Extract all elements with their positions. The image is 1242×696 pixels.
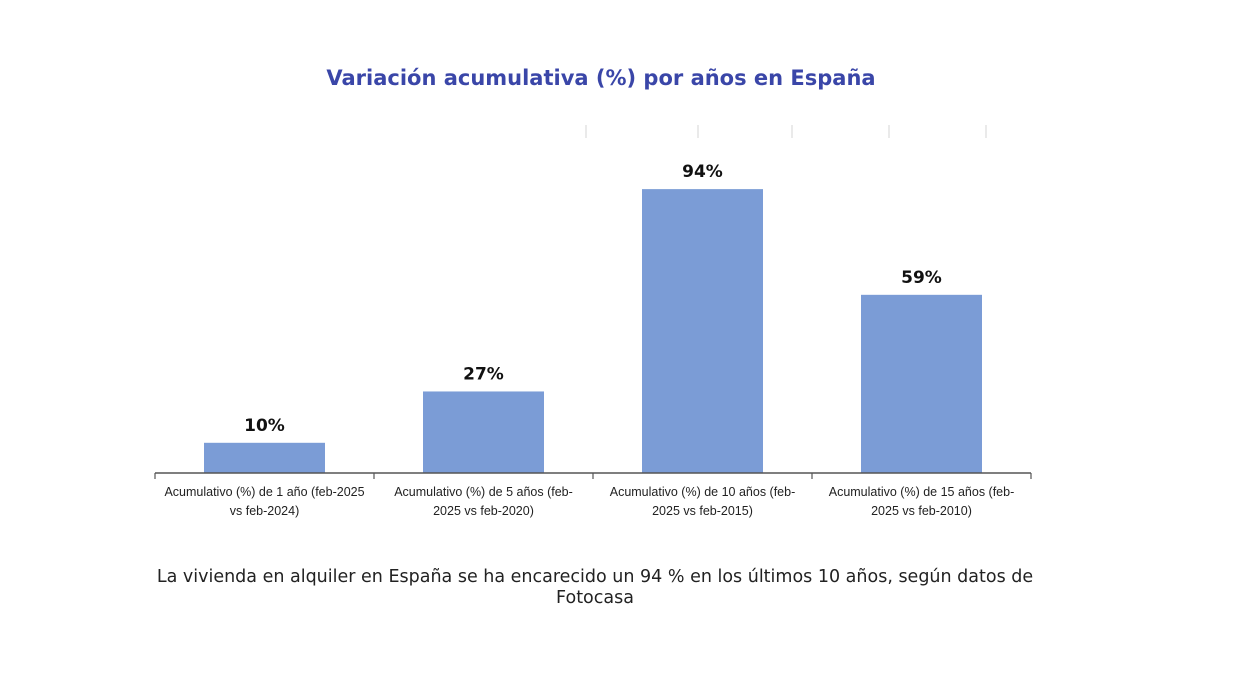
data-label-2: 27% [463, 364, 504, 384]
bar-chart: Variación acumulativa (%) por años en Es… [154, 66, 1032, 518]
bar-1 [204, 442, 325, 473]
x-tick-label-3: Acumulativo (%) de 10 años (feb-2025 vs … [610, 485, 796, 518]
data-label-3: 94% [682, 162, 723, 182]
x-tick-labels-group: Acumulativo (%) de 1 año (feb-2025 vs feb… [164, 485, 1014, 518]
bar-4 [861, 294, 982, 473]
data-label-1: 10% [244, 416, 285, 436]
data-label-4: 59% [901, 268, 942, 288]
top-decorative-ticks [585, 125, 987, 138]
chart-caption: La vivienda en alquiler en España se ha … [156, 567, 1034, 608]
x-tick-label-4: Acumulativo (%) de 15 años (feb-2025 vs … [829, 485, 1015, 518]
chart-title: Variación acumulativa (%) por años en Es… [326, 66, 875, 90]
chart-container: Variación acumulativa (%) por años en Es… [154, 66, 1032, 518]
data-labels-group: 10% 27% 94% 59% [244, 162, 942, 436]
bars-group [204, 189, 982, 473]
bar-2 [423, 391, 544, 473]
x-axis [154, 472, 1032, 479]
x-tick-label-1: Acumulativo (%) de 1 año (feb-2025 vs feb… [164, 485, 364, 518]
x-tick-label-2: Acumulativo (%) de 5 años (feb-2025 vs f… [394, 485, 573, 518]
bar-3 [642, 189, 763, 473]
